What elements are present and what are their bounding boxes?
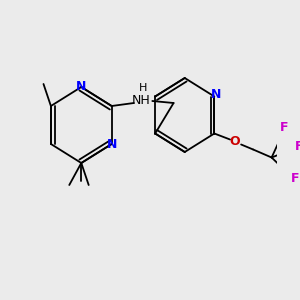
Text: N: N — [106, 137, 117, 151]
Text: F: F — [280, 121, 289, 134]
Text: NH: NH — [132, 94, 151, 107]
Text: F: F — [295, 140, 300, 153]
Text: O: O — [230, 135, 240, 148]
Text: F: F — [290, 172, 299, 185]
Text: H: H — [139, 83, 147, 93]
Text: N: N — [76, 80, 86, 94]
Text: N: N — [211, 88, 221, 101]
